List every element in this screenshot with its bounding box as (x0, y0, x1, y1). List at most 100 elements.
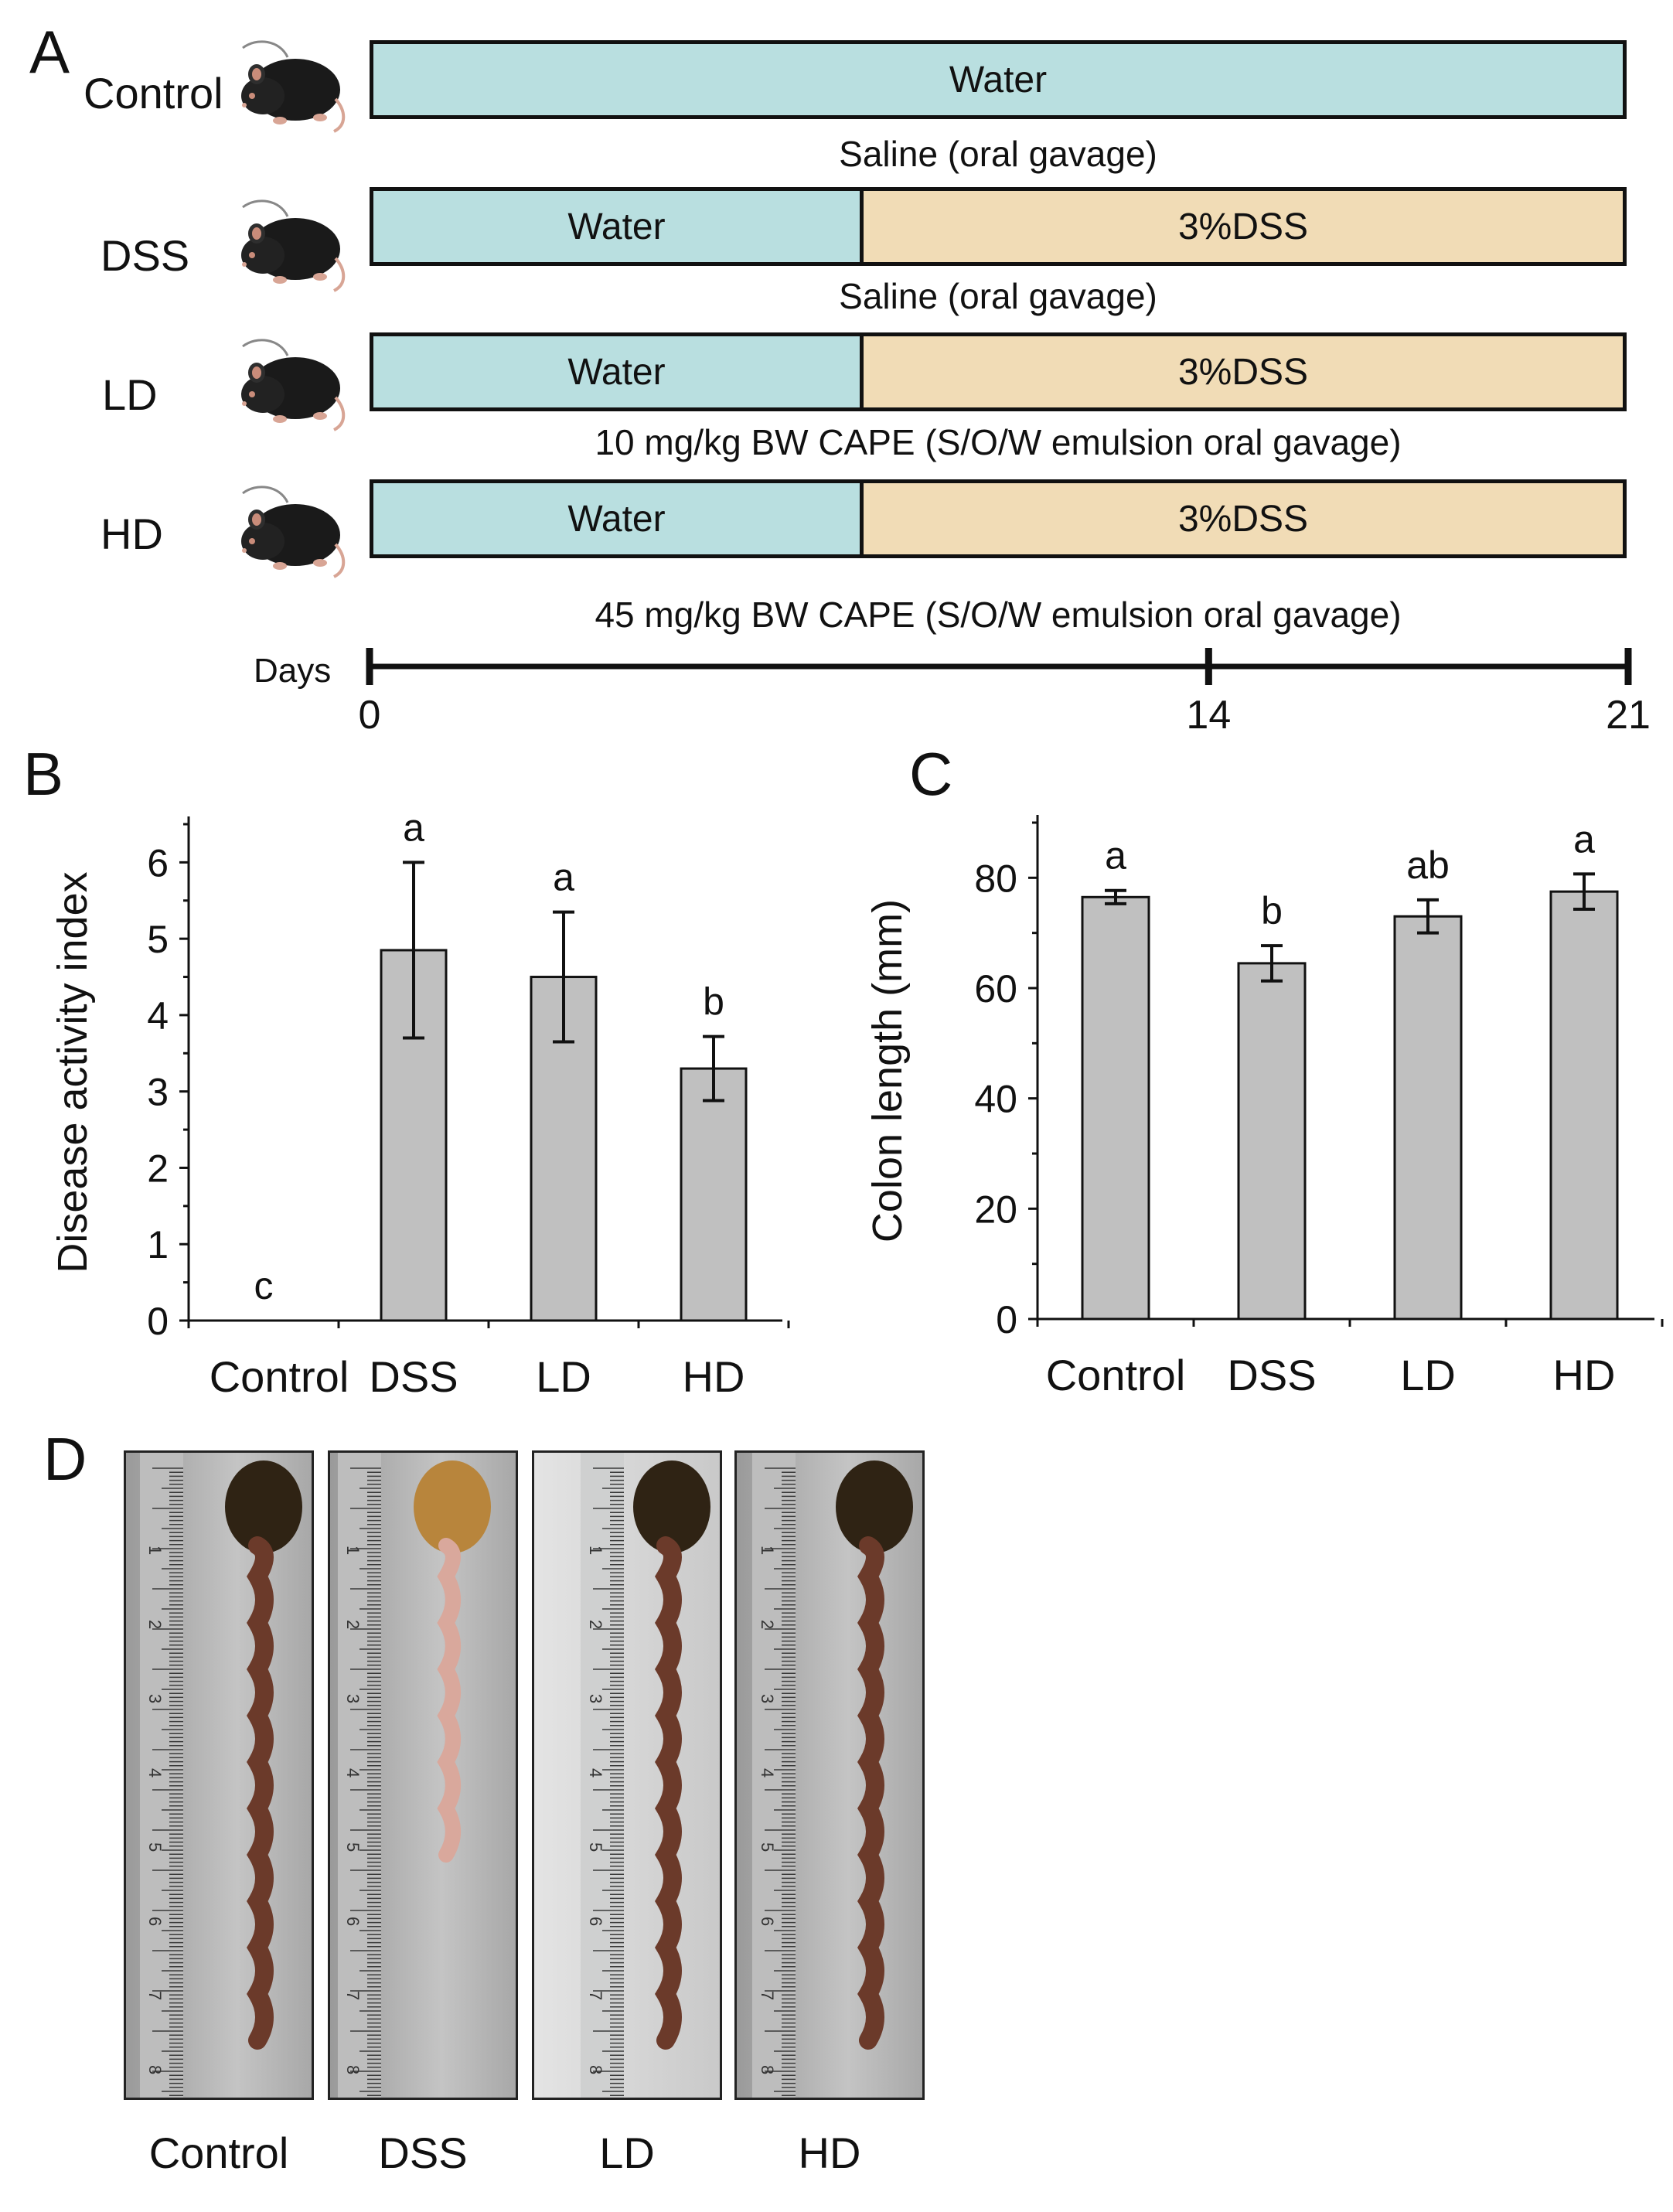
timeline-tick-label: 14 (1186, 693, 1231, 738)
cecum (836, 1460, 913, 1553)
photo-label-hd: HD (798, 2128, 861, 2177)
y-tick-label: 3 (147, 1071, 169, 1114)
panel-b-letter: B (23, 740, 64, 808)
ruler-number: 2 (343, 1620, 363, 1629)
category-label: Control (210, 1352, 349, 1401)
ruler-number: 4 (145, 1768, 165, 1777)
category-label: DSS (369, 1352, 458, 1401)
ruler-number: 5 (758, 1842, 777, 1852)
water-segment: Water (373, 336, 860, 407)
ruler-number: 2 (145, 1620, 165, 1629)
ruler-number: 6 (145, 1917, 165, 1926)
cecum (414, 1460, 491, 1553)
ruler-number: 4 (343, 1768, 363, 1777)
colon-photo-dss: 1 2 3 4 5 6 7 8 (328, 1450, 518, 2100)
ruler-number: 1 (586, 1546, 605, 1555)
colon-tissue (247, 1536, 274, 2050)
y-tick-label: 5 (147, 918, 169, 961)
mouse-icon (233, 332, 349, 433)
category-label: HD (683, 1352, 745, 1401)
panel-a-letter: A (29, 18, 70, 86)
y-tick-label: 40 (974, 1078, 1017, 1121)
group-label-control: Control (83, 69, 223, 118)
photo-label-dss: DSS (378, 2128, 468, 2177)
ruler-number: 4 (586, 1768, 605, 1777)
significance-letter: ab (1406, 844, 1450, 887)
mouse-icon (233, 34, 349, 135)
significance-letter: a (403, 806, 424, 849)
ruler-number: 8 (758, 2065, 777, 2074)
y-tick-label: 1 (147, 1223, 169, 1266)
category-label: LD (536, 1352, 591, 1401)
dss-schedule-bar: Water 3%DSS (370, 187, 1627, 266)
y-tick-label: 0 (996, 1298, 1017, 1341)
bar-dss (1237, 962, 1307, 1321)
timeline-tick-label: 0 (359, 693, 381, 738)
ruler-number: 1 (343, 1546, 363, 1555)
y-tick-label: 6 (147, 841, 169, 884)
group-label-ld: LD (102, 370, 158, 419)
mouse-icon (233, 193, 349, 294)
ruler-number: 8 (586, 2065, 605, 2074)
ruler-number: 5 (343, 1842, 363, 1852)
ruler-number: 1 (758, 1546, 777, 1555)
significance-letter: b (1261, 889, 1283, 932)
control-treatment-caption: Saline (oral gavage) (839, 134, 1157, 174)
bar-control (1081, 895, 1150, 1321)
category-label: Control (1046, 1351, 1186, 1399)
bar-ld (1393, 915, 1463, 1321)
category-label: DSS (1227, 1351, 1316, 1399)
y-tick-label: 2 (147, 1147, 169, 1190)
colon-length-bar-chart: 0 20 40 60 80 Colon length (mm) a Control b DSS ab… (864, 815, 1664, 1399)
significance-letter: c (254, 1264, 274, 1307)
ruler-number: 6 (758, 1917, 777, 1926)
ruler-number: 1 (145, 1546, 165, 1555)
significance-letter: b (703, 980, 724, 1024)
ruler-number: 7 (586, 1991, 605, 2000)
group-label-hd: HD (101, 510, 163, 558)
photo-label-ld: LD (599, 2128, 655, 2177)
colon-photo-drawing: 1 2 3 4 5 6 7 8 (752, 1453, 913, 2098)
mouse-icon (233, 479, 349, 580)
dss-segment: 3%DSS (860, 191, 1623, 262)
dai-bar-chart: 0 1 2 3 4 5 6 Disease activity index c Control a DS… (49, 806, 790, 1401)
colon-photo-hd: 1 2 3 4 5 6 7 8 (734, 1450, 925, 2100)
days-timeline: Days 0 14 21 (254, 648, 1651, 738)
ruler-number: 3 (586, 1694, 605, 1703)
ruler-number: 5 (145, 1842, 165, 1852)
ruler-number: 3 (343, 1694, 363, 1703)
bar-hd (1549, 890, 1619, 1321)
hd-schedule-bar: Water 3%DSS (370, 479, 1627, 558)
ruler-number: 6 (586, 1917, 605, 1926)
water-segment: Water (373, 191, 860, 262)
colon-photo-drawing: 1 2 3 4 5 6 7 8 (581, 1453, 710, 2098)
colon-tissue (857, 1536, 884, 2050)
group-label-dss: DSS (101, 231, 190, 280)
colon-tissue (437, 1538, 461, 1863)
ruler-number: 7 (145, 1991, 165, 2000)
ruler-number: 5 (586, 1842, 605, 1852)
water-segment: Water (373, 483, 860, 554)
ruler-number: 3 (145, 1694, 165, 1703)
colon-photo-control: 1 2 3 4 5 6 7 8 (124, 1450, 314, 2100)
category-label: LD (1400, 1351, 1456, 1399)
significance-letter: a (1105, 834, 1126, 878)
cecum (633, 1460, 710, 1553)
y-tick-label: 80 (974, 857, 1017, 900)
cecum (225, 1460, 302, 1553)
y-tick-label: 20 (974, 1188, 1017, 1231)
water-segment: Water (373, 44, 1623, 115)
ruler-number: 8 (343, 2065, 363, 2074)
ld-treatment-caption: 10 mg/kg BW CAPE (S/O/W emulsion oral ga… (595, 422, 1402, 462)
colon-photo-drawing: 1 2 3 4 5 6 7 8 (140, 1453, 302, 2098)
ruler-number: 7 (343, 1991, 363, 2000)
ruler-number: 8 (145, 2065, 165, 2074)
y-tick-label: 4 (147, 994, 169, 1038)
dss-segment: 3%DSS (860, 483, 1623, 554)
control-schedule-bar: Water (370, 40, 1627, 119)
significance-letter: a (553, 856, 574, 899)
ruler-number: 2 (758, 1620, 777, 1629)
ruler-number: 3 (758, 1694, 777, 1703)
significance-letter: a (1573, 817, 1595, 861)
ruler-number: 7 (758, 1991, 777, 2000)
